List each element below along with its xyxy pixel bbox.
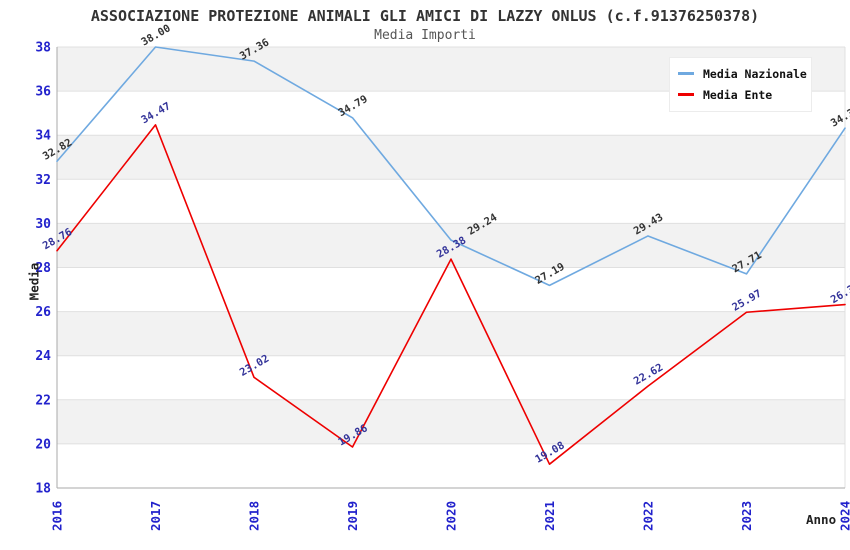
x-tick-label: 2023: [739, 501, 754, 531]
data-label: 25.97: [730, 288, 763, 314]
x-tick-label: 2018: [247, 501, 262, 531]
y-tick-label: 18: [35, 482, 51, 497]
y-tick-label: 28: [35, 261, 51, 276]
y-tick-label: 32: [35, 173, 51, 188]
legend-label-media-ente: Media Ente: [703, 87, 773, 102]
y-tick-label: 30: [35, 217, 51, 232]
x-tick-label: 2020: [444, 501, 459, 531]
x-tick-label: 2019: [345, 501, 360, 531]
series-line-media-ente: [56, 124, 846, 465]
plot-band: [57, 311, 845, 356]
data-label: 34.47: [139, 100, 172, 126]
x-tick-label: 2016: [50, 501, 65, 531]
y-tick-label: 36: [35, 85, 51, 100]
legend-line-blue-icon: [678, 72, 694, 75]
x-tick-label: 2017: [148, 501, 163, 531]
plot-band: [57, 399, 845, 444]
chart-subtitle: Media Importi: [374, 28, 476, 43]
legend: Media Nazionale Media Ente: [669, 57, 812, 112]
legend-line-red-icon: [678, 93, 694, 96]
plot-band: [57, 135, 845, 180]
data-label: 34.79: [336, 93, 369, 119]
x-tick-label: 2021: [542, 501, 557, 531]
data-label: 38.00: [139, 22, 172, 48]
y-tick-label: 22: [35, 393, 51, 408]
y-tick-label: 20: [35, 437, 51, 452]
series-line-media-nazionale: [56, 46, 846, 287]
y-tick-label: 26: [35, 305, 51, 320]
x-axis-title: Anno: [806, 512, 837, 527]
data-label: 23.02: [238, 353, 271, 379]
y-tick-label: 34: [35, 129, 51, 144]
legend-item-media-ente: Media Ente: [678, 84, 803, 105]
y-axis-title: Media: [26, 262, 42, 301]
x-tick-label: 2024: [838, 501, 850, 531]
legend-item-media-nazionale: Media Nazionale: [678, 63, 807, 84]
data-label: 22.62: [632, 361, 665, 387]
y-tick-label: 24: [35, 349, 51, 364]
chart-title: ASSOCIAZIONE PROTEZIONE ANIMALI GLI AMIC…: [90, 7, 760, 25]
y-tick-label: 38: [35, 41, 51, 56]
data-label: 34.32: [829, 103, 850, 129]
x-tick-label: 2022: [641, 501, 656, 531]
data-label: 26.32: [829, 280, 850, 306]
legend-label-media-nazionale: Media Nazionale: [703, 66, 807, 81]
